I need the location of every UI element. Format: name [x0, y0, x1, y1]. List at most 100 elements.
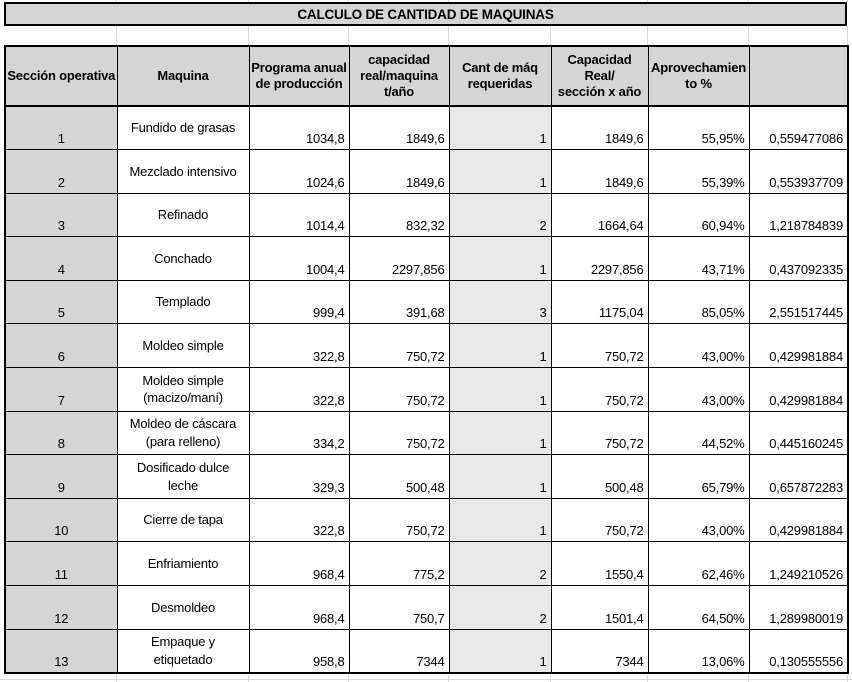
cell-programa-anual-produccion[interactable]: 999,4 [248, 279, 350, 325]
cell-programa-anual-produccion[interactable]: 958,8 [248, 628, 350, 674]
cell-capacidad-real-seccion[interactable]: 1849,6 [550, 149, 649, 194]
cell-capacidad-real-seccion[interactable]: 1849,6 [550, 105, 649, 151]
cell-cant-maq-requeridas[interactable]: 1 [448, 410, 552, 456]
cell-seccion-operativa[interactable]: 13 [4, 628, 118, 674]
title-bar[interactable]: CALCULO DE CANTIDAD DE MAQUINAS [4, 2, 847, 26]
cell-seccion-operativa[interactable]: 1 [4, 105, 118, 151]
cell-capacidad-real-maquina[interactable]: 750,72 [348, 367, 450, 412]
cell-seccion-operativa[interactable]: 7 [4, 367, 118, 412]
cell-capacidad-real-seccion[interactable]: 750,72 [550, 367, 649, 412]
cell-seccion-operativa[interactable]: 2 [4, 149, 118, 194]
cell-seccion-operativa[interactable]: 6 [4, 323, 118, 369]
cell-programa-anual-produccion[interactable]: 322,8 [248, 497, 350, 543]
cell-capacidad-real-maquina[interactable]: 1849,6 [348, 105, 450, 151]
cell-capacidad-real-maquina[interactable]: 500,48 [348, 454, 450, 499]
cell-aprovechamiento-pct[interactable]: 13,06% [647, 628, 750, 674]
cell-maquina[interactable]: Conchado [116, 236, 250, 281]
cell-seccion-operativa[interactable]: 9 [4, 454, 118, 499]
cell-seccion-operativa[interactable]: 11 [4, 541, 118, 587]
cell-capacidad-real-maquina[interactable]: 832,32 [348, 192, 450, 238]
cell-maquina[interactable]: Moldeo simple [116, 323, 250, 369]
cell-cant-maq-requeridas[interactable]: 1 [448, 497, 552, 543]
cell-capacidad-real-seccion[interactable]: 750,72 [550, 323, 649, 369]
header-capacidad-real-seccion[interactable]: Capacidad Real/ sección x año [550, 45, 649, 107]
cell-maquina[interactable]: Cierre de tapa [116, 497, 250, 543]
cell-programa-anual-produccion[interactable]: 968,4 [248, 541, 350, 587]
header-cant-maq-requeridas[interactable]: Cant de máq requeridas [448, 45, 552, 107]
cell-capacidad-real-seccion[interactable]: 1501,4 [550, 585, 649, 630]
cell-capacidad-real-maquina[interactable]: 750,72 [348, 410, 450, 456]
cell-maquina[interactable]: Moldeo simple (macizo/maní) [116, 367, 250, 412]
cell-aprovechamiento-pct[interactable]: 64,50% [647, 585, 750, 630]
cell-maquina[interactable]: Moldeo de cáscara (para relleno) [116, 410, 250, 456]
cell-aprovechamiento-pct[interactable]: 85,05% [647, 279, 750, 325]
cell-maquina[interactable]: Templado [116, 279, 250, 325]
cell-aprovechamiento-pct[interactable]: 43,71% [647, 236, 750, 281]
cell-indice-maquinas[interactable]: 0,437092335 [748, 236, 849, 281]
cell-seccion-operativa[interactable]: 3 [4, 192, 118, 238]
header-maquina[interactable]: Maquina [116, 45, 250, 107]
cell-capacidad-real-maquina[interactable]: 2297,856 [348, 236, 450, 281]
cell-indice-maquinas[interactable]: 0,130555556 [748, 628, 849, 674]
cell-cant-maq-requeridas[interactable]: 1 [448, 367, 552, 412]
cell-programa-anual-produccion[interactable]: 322,8 [248, 323, 350, 369]
cell-capacidad-real-seccion[interactable]: 750,72 [550, 410, 649, 456]
cell-capacidad-real-seccion[interactable]: 2297,856 [550, 236, 649, 281]
cell-capacidad-real-seccion[interactable]: 500,48 [550, 454, 649, 499]
cell-seccion-operativa[interactable]: 5 [4, 279, 118, 325]
header-aprovechamiento-pct[interactable]: Aprovechamien to % [647, 45, 750, 107]
cell-seccion-operativa[interactable]: 4 [4, 236, 118, 281]
cell-aprovechamiento-pct[interactable]: 43,00% [647, 367, 750, 412]
cell-cant-maq-requeridas[interactable]: 3 [448, 279, 552, 325]
header-indice-maquinas[interactable] [748, 45, 849, 107]
cell-programa-anual-produccion[interactable]: 1034,8 [248, 105, 350, 151]
cell-aprovechamiento-pct[interactable]: 55,95% [647, 105, 750, 151]
cell-capacidad-real-maquina[interactable]: 391,68 [348, 279, 450, 325]
cell-aprovechamiento-pct[interactable]: 44,52% [647, 410, 750, 456]
cell-maquina[interactable]: Fundido de grasas [116, 105, 250, 151]
cell-capacidad-real-seccion[interactable]: 1175,04 [550, 279, 649, 325]
cell-capacidad-real-seccion[interactable]: 7344 [550, 628, 649, 674]
header-programa-anual-produccion[interactable]: Programa anual de producción [248, 45, 350, 107]
cell-capacidad-real-seccion[interactable]: 1550,4 [550, 541, 649, 587]
cell-capacidad-real-maquina[interactable]: 750,7 [348, 585, 450, 630]
cell-cant-maq-requeridas[interactable]: 1 [448, 454, 552, 499]
cell-indice-maquinas[interactable]: 0,429981884 [748, 367, 849, 412]
cell-cant-maq-requeridas[interactable]: 2 [448, 541, 552, 587]
cell-cant-maq-requeridas[interactable]: 2 [448, 192, 552, 238]
cell-aprovechamiento-pct[interactable]: 43,00% [647, 497, 750, 543]
cell-indice-maquinas[interactable]: 1,249210526 [748, 541, 849, 587]
header-seccion-operativa[interactable]: Sección operativa [4, 45, 118, 107]
cell-programa-anual-produccion[interactable]: 329,3 [248, 454, 350, 499]
cell-programa-anual-produccion[interactable]: 334,2 [248, 410, 350, 456]
cell-capacidad-real-maquina[interactable]: 750,72 [348, 323, 450, 369]
cell-indice-maquinas[interactable]: 2,551517445 [748, 279, 849, 325]
cell-aprovechamiento-pct[interactable]: 65,79% [647, 454, 750, 499]
cell-capacidad-real-seccion[interactable]: 750,72 [550, 497, 649, 543]
cell-cant-maq-requeridas[interactable]: 1 [448, 236, 552, 281]
cell-indice-maquinas[interactable]: 1,289980019 [748, 585, 849, 630]
cell-maquina[interactable]: Dosificado dulce leche [116, 454, 250, 499]
cell-indice-maquinas[interactable]: 0,553937709 [748, 149, 849, 194]
cell-aprovechamiento-pct[interactable]: 62,46% [647, 541, 750, 587]
cell-cant-maq-requeridas[interactable]: 1 [448, 323, 552, 369]
cell-maquina[interactable]: Empaque y etiquetado [116, 628, 250, 674]
cell-seccion-operativa[interactable]: 12 [4, 585, 118, 630]
cell-maquina[interactable]: Enfriamiento [116, 541, 250, 587]
cell-capacidad-real-maquina[interactable]: 775,2 [348, 541, 450, 587]
cell-cant-maq-requeridas[interactable]: 1 [448, 628, 552, 674]
cell-indice-maquinas[interactable]: 0,445160245 [748, 410, 849, 456]
cell-indice-maquinas[interactable]: 0,559477086 [748, 105, 849, 151]
cell-capacidad-real-seccion[interactable]: 1664,64 [550, 192, 649, 238]
cell-indice-maquinas[interactable]: 0,429981884 [748, 323, 849, 369]
cell-indice-maquinas[interactable]: 0,429981884 [748, 497, 849, 543]
cell-programa-anual-produccion[interactable]: 322,8 [248, 367, 350, 412]
header-capacidad-real-maquina[interactable]: capacidad real/maquina t/año [348, 45, 450, 107]
cell-maquina[interactable]: Refinado [116, 192, 250, 238]
cell-capacidad-real-maquina[interactable]: 750,72 [348, 497, 450, 543]
cell-cant-maq-requeridas[interactable]: 1 [448, 105, 552, 151]
cell-programa-anual-produccion[interactable]: 968,4 [248, 585, 350, 630]
cell-indice-maquinas[interactable]: 0,657872283 [748, 454, 849, 499]
cell-cant-maq-requeridas[interactable]: 1 [448, 149, 552, 194]
cell-capacidad-real-maquina[interactable]: 1849,6 [348, 149, 450, 194]
